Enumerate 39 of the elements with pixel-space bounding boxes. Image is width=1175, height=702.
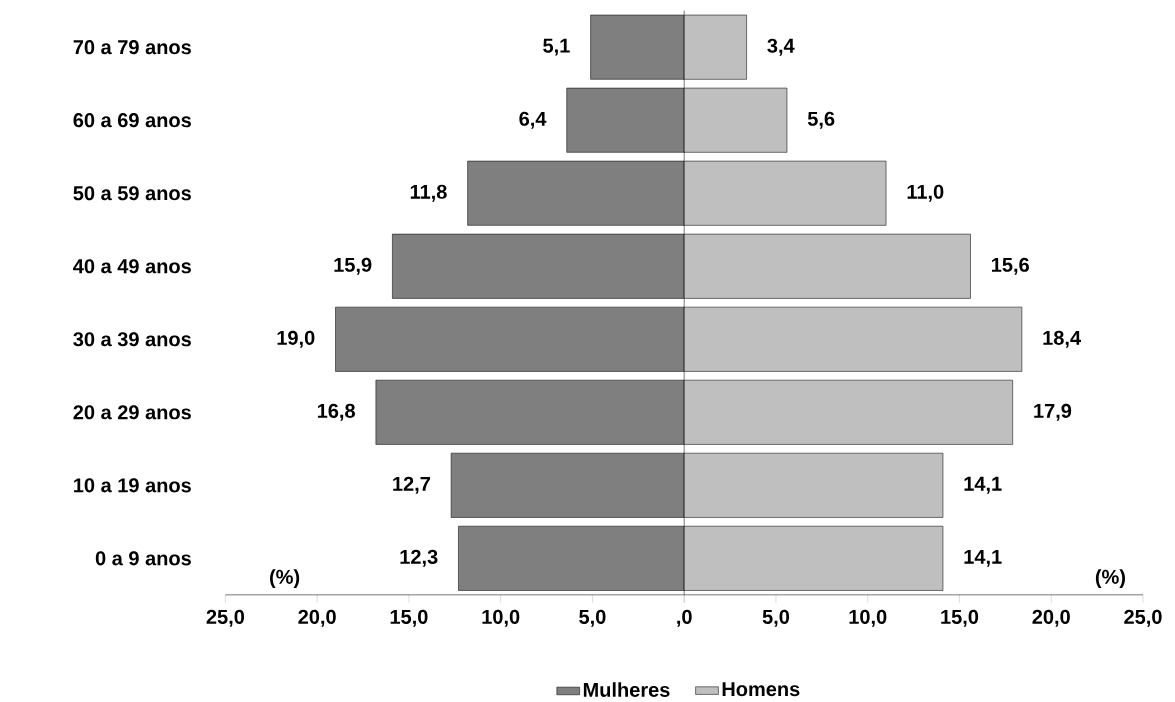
data-label: 5,6 [807,111,835,129]
data-label: 3,4 [767,38,795,56]
legend-label: Mulheres [583,682,670,697]
y-tick-label: 50 a 59 anos [73,186,191,201]
x-tick-label: 15,0 [941,609,979,627]
data-label: 11,0 [907,184,944,202]
x-tick-label: 20,0 [1032,609,1070,627]
data-label: 6,4 [519,111,547,129]
x-tick-label: ,0 [677,609,692,627]
y-tick-label: 10 a 19 anos [74,478,191,493]
annotation: (%) [270,569,300,588]
x-tick-label: 25,0 [1124,609,1162,627]
y-tick-label: 30 a 39 anos [73,332,191,347]
data-label: 18,4 [1043,330,1081,348]
data-label: 12,3 [400,549,438,567]
x-tick-label: 10,0 [849,609,887,627]
x-tick-label: 20,0 [298,609,336,627]
data-label: 14,1 [964,476,1002,494]
data-label: 15,6 [992,257,1029,275]
x-tick-label: 15,0 [390,609,428,627]
legend-label: Homens [722,682,800,697]
y-tick-label: 60 a 69 anos [73,113,191,128]
y-tick-label: 70 a 79 anos [73,40,191,55]
data-label: 17,9 [1034,403,1072,421]
data-label: 16,8 [317,403,355,421]
data-label: 19,0 [277,330,315,348]
y-tick-label: 0 a 9 anos [95,551,191,566]
x-tick-label: 5,0 [762,609,790,627]
y-tick-label: 20 a 29 anos [73,405,191,420]
data-label: 15,9 [334,257,372,275]
data-label: 12,7 [393,476,430,494]
x-tick-label: 5,0 [579,609,606,627]
data-label: 14,1 [964,549,1002,567]
annotation: (%) [1095,569,1125,588]
y-tick-label: 40 a 49 anos [73,259,191,274]
x-tick-label: 10,0 [482,609,520,627]
data-label: 11,8 [410,184,447,202]
data-label: 5,1 [543,38,570,56]
x-tick-label: 25,0 [206,609,245,627]
